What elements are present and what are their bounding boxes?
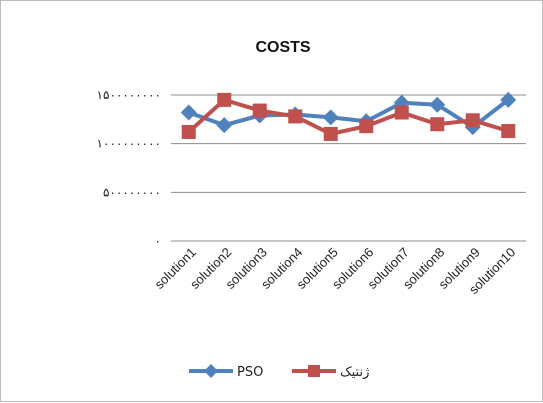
- series-2: [181, 92, 516, 141]
- data-point: [394, 105, 409, 120]
- data-point: [252, 103, 267, 118]
- data-point: [323, 126, 338, 141]
- series-line: [188, 98, 510, 130]
- y-tick-labels: ۰ ۵۰۰۰۰۰۰۰۰ ۱۰۰۰۰۰۰۰۰۰ ۱۵۰۰۰۰۰۰۰۰: [97, 88, 161, 248]
- data-point: [180, 104, 197, 121]
- y-tick-label: ۵۰۰۰۰۰۰۰۰: [103, 185, 161, 199]
- data-point: [217, 92, 232, 107]
- data-point: [501, 124, 516, 139]
- data-point: [322, 109, 339, 126]
- data-point: [181, 124, 196, 139]
- data-point: [288, 109, 303, 124]
- y-tick-label: ۱۵۰۰۰۰۰۰۰۰: [97, 88, 161, 102]
- series-line: [187, 97, 509, 136]
- x-tick-labels: solution1solution2solution3solution4solu…: [151, 245, 518, 298]
- data-point: [216, 117, 233, 134]
- legend-marker: [204, 364, 218, 378]
- y-tick-label: ۰: [155, 234, 161, 248]
- legend-item-2: ژنتیک: [292, 365, 369, 380]
- legend: PSO ژنتیک: [189, 364, 369, 380]
- legend-marker: [308, 365, 320, 377]
- data-point: [430, 117, 445, 132]
- legend-label: ژنتیک: [340, 365, 369, 380]
- legend-item-1: PSO: [189, 364, 263, 380]
- data-point: [465, 113, 480, 128]
- data-point: [359, 119, 374, 134]
- chart-title: COSTS: [255, 39, 310, 56]
- series-lines: [180, 91, 517, 141]
- data-point: [429, 96, 446, 113]
- legend-label: PSO: [237, 365, 263, 380]
- y-tick-label: ۱۰۰۰۰۰۰۰۰۰: [97, 137, 161, 151]
- data-point: [500, 91, 517, 108]
